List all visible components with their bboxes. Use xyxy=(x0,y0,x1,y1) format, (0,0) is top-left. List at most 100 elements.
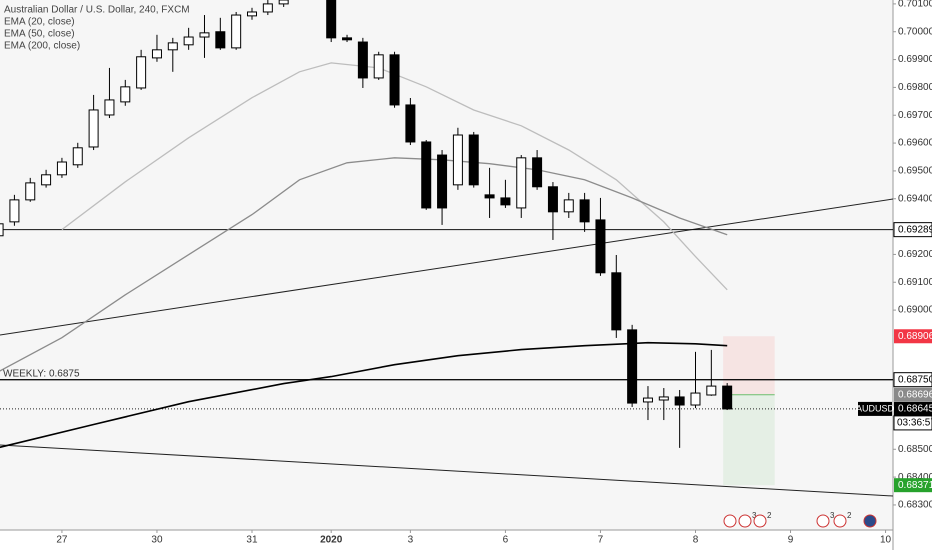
candle-body xyxy=(421,141,432,209)
candle-body xyxy=(690,392,701,406)
candle-body xyxy=(199,32,210,38)
stop-zone xyxy=(723,336,775,395)
y-tick-label: 0.69600 xyxy=(898,138,932,149)
y-tick-label: 0.69700 xyxy=(898,110,932,121)
candle-body xyxy=(88,109,99,148)
trend-line xyxy=(0,444,894,497)
event-flag[interactable] xyxy=(863,514,877,528)
candle-body xyxy=(104,99,115,116)
x-tick-label: 3 xyxy=(408,535,414,546)
candle-body xyxy=(468,134,479,186)
event-count: 3 xyxy=(752,511,757,520)
event-flags: 3 2 3 2 xyxy=(723,511,877,528)
candle-body xyxy=(25,182,36,201)
y-tick-label: 0.68300 xyxy=(898,500,932,511)
candle-body xyxy=(642,397,653,403)
candle-body xyxy=(231,14,242,49)
countdown: 03:36:57 xyxy=(897,418,932,429)
symbol-bg xyxy=(858,401,892,416)
y-tick-label: 0.69900 xyxy=(898,54,932,65)
event-flag[interactable] xyxy=(753,514,767,528)
candle-body xyxy=(215,31,226,49)
y-tick-label: 0.69200 xyxy=(898,249,932,260)
candle-body xyxy=(183,36,194,46)
y-tick-label: 0.68500 xyxy=(898,444,932,455)
candle-body xyxy=(72,147,83,166)
candle-body xyxy=(722,385,733,410)
event-flag[interactable] xyxy=(816,514,830,528)
event-count: 3 xyxy=(830,511,835,520)
chart-title: Australian Dollar / U.S. Dollar, 240, FX… xyxy=(4,5,190,16)
target-price-label: 0.68371 xyxy=(898,480,932,491)
hline-price-label: 0.69289 xyxy=(898,224,932,235)
horizontal-line-label: WEEKLY: 0.6875 xyxy=(3,368,80,379)
x-tick-label: 7 xyxy=(598,535,604,546)
y-tick-label: 0.69000 xyxy=(898,305,932,316)
candle-body xyxy=(151,49,162,59)
candle-body xyxy=(246,11,257,17)
candle-body xyxy=(516,157,527,209)
y-tick-label: 0.70000 xyxy=(898,26,932,37)
x-tick-label: 31 xyxy=(246,535,258,546)
y-tick-label: 0.68400 xyxy=(898,472,932,483)
candle-body xyxy=(500,197,511,206)
time-axis-bg xyxy=(0,530,893,550)
candle-body xyxy=(0,223,4,237)
last-price-bg xyxy=(894,401,932,416)
x-tick-label: 30 xyxy=(151,535,163,546)
price-axis-bg xyxy=(893,0,932,550)
x-tick-label: 27 xyxy=(56,535,68,546)
candle-body xyxy=(56,161,67,176)
ema-line xyxy=(0,157,728,372)
candle-body xyxy=(452,134,463,186)
candle-body xyxy=(136,56,147,89)
candle-body xyxy=(326,0,337,39)
hline-price-label: 0.68750 xyxy=(898,374,932,385)
ema-line xyxy=(0,341,728,449)
entry-price-label-bg xyxy=(894,387,932,402)
candle-body xyxy=(563,199,574,213)
x-tick-label: 9 xyxy=(788,535,794,546)
candle-body xyxy=(674,396,685,406)
event-flag[interactable] xyxy=(738,514,752,528)
legend-entry: EMA (20, close) xyxy=(4,17,75,28)
plot-layer: WEEKLY: 0.6875 xyxy=(0,0,893,486)
y-tick-label: 0.69100 xyxy=(898,277,932,288)
last-price-label: 0.68645 xyxy=(898,404,932,415)
x-tick-label: 8 xyxy=(693,535,699,546)
candle-body xyxy=(262,3,273,13)
event-count: 2 xyxy=(847,511,852,520)
x-tick-label: 6 xyxy=(503,535,509,546)
symbol-label: AUDUSD xyxy=(856,403,895,413)
y-tick-label: 0.69800 xyxy=(898,82,932,93)
target-price-label-bg xyxy=(894,478,932,493)
candle-body xyxy=(9,199,20,223)
candle-body xyxy=(278,0,289,5)
candle-body xyxy=(532,157,543,188)
event-flag[interactable] xyxy=(723,514,737,528)
target-zone xyxy=(723,394,775,486)
trend-line xyxy=(0,198,894,336)
y-tick-label: 0.69500 xyxy=(898,166,932,177)
candle-body xyxy=(373,54,384,79)
entry-price-label: 0.68696 xyxy=(898,389,932,400)
hline-price-label-bg xyxy=(893,372,932,388)
ema-line xyxy=(61,62,728,291)
candle-body xyxy=(342,37,353,41)
candle-body xyxy=(595,219,606,274)
stop-price-label-bg xyxy=(894,329,932,344)
plot-bg xyxy=(0,0,893,530)
y-tick-label: 0.70100 xyxy=(898,0,932,10)
legend-entry: EMA (200, close) xyxy=(4,41,80,52)
candle-body xyxy=(484,194,495,199)
candle-body xyxy=(405,104,416,143)
event-flag[interactable] xyxy=(833,514,847,528)
candle-body xyxy=(389,54,400,106)
candle-body xyxy=(357,41,368,79)
candle-body xyxy=(658,396,669,401)
candle-body xyxy=(167,42,178,51)
candle-body xyxy=(120,86,131,103)
candle-body xyxy=(41,174,52,186)
x-tick-label: 2020 xyxy=(320,535,343,546)
